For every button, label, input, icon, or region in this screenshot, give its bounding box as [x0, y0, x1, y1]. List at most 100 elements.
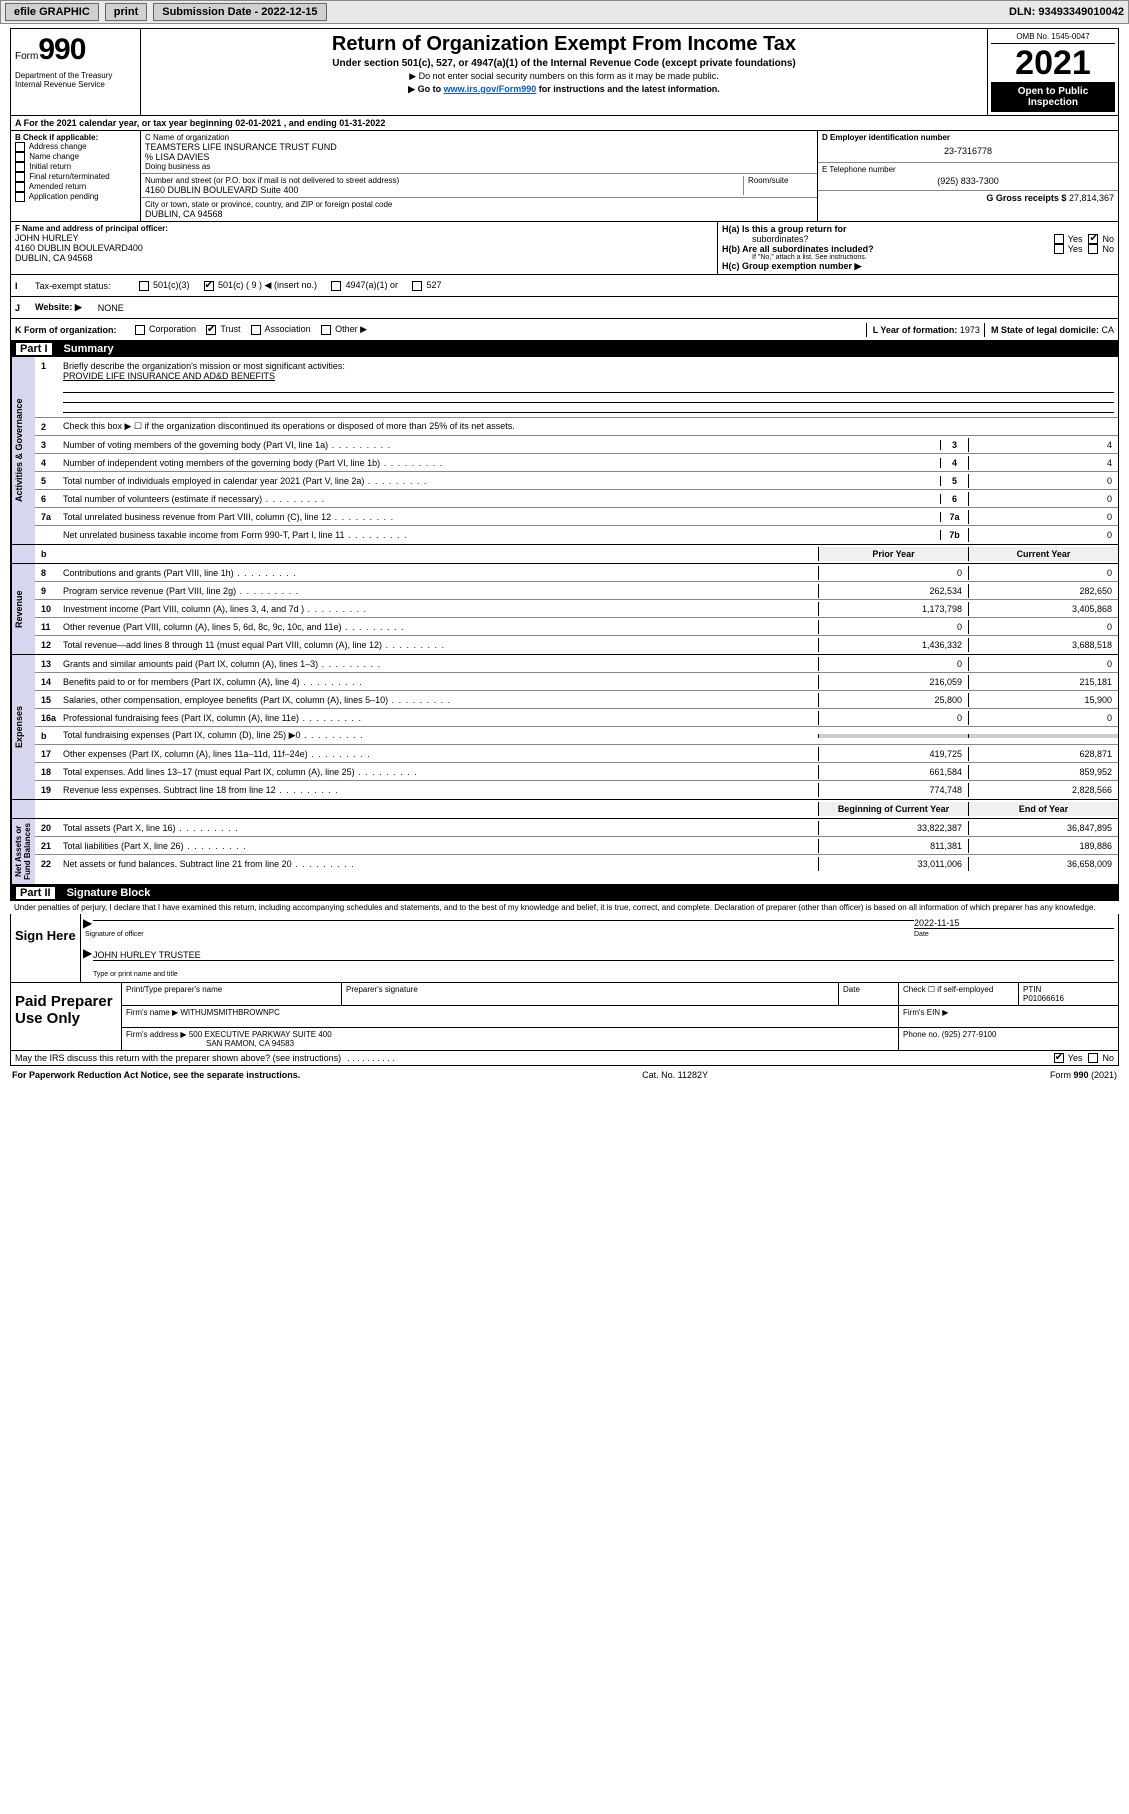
page-footer: For Paperwork Reduction Act Notice, see …: [10, 1066, 1119, 1084]
checkbox[interactable]: [331, 281, 341, 291]
expenses-section: Expenses 13Grants and similar amounts pa…: [10, 655, 1119, 800]
org-form-opt: Other ▶: [321, 324, 367, 335]
discuss-no-check[interactable]: [1088, 1053, 1098, 1063]
yes-lbl: Yes: [1068, 234, 1083, 244]
no-lbl-2: No: [1102, 244, 1114, 254]
ha-yes-check[interactable]: [1054, 234, 1064, 244]
revenue-side-label: Revenue: [11, 564, 35, 654]
tax-status-opt: 501(c) ( 9 ) ◀ (insert no.): [204, 280, 317, 291]
summary-line: 18Total expenses. Add lines 13–17 (must …: [35, 763, 1118, 781]
ha-no-check[interactable]: [1088, 234, 1098, 244]
hb-no-check[interactable]: [1088, 244, 1098, 254]
ha2-text: subordinates?: [752, 234, 809, 244]
ha-text: H(a) Is this a group return for: [722, 224, 847, 234]
checkbox[interactable]: [15, 192, 25, 202]
checkbox[interactable]: [15, 162, 25, 172]
q2-text: Check this box ▶ ☐ if the organization d…: [63, 421, 1118, 432]
hb-text: H(b) Are all subordinates included?: [722, 244, 874, 254]
part-i-title: Summary: [64, 343, 114, 355]
tax-status-opt: 501(c)(3): [139, 280, 190, 291]
firm-name-lbl: Firm's name ▶: [126, 1008, 178, 1017]
city-lbl: City or town, state or province, country…: [145, 200, 813, 209]
paid-preparer-block: Paid Preparer Use Only Print/Type prepar…: [11, 982, 1118, 1050]
org-form-opt: Trust: [206, 324, 241, 335]
tax-year: 2021: [991, 46, 1115, 80]
checkbox[interactable]: [204, 281, 214, 291]
firm-phone-lbl: Phone no.: [903, 1030, 939, 1039]
summary-line: 15Salaries, other compensation, employee…: [35, 691, 1118, 709]
part-i-header: Part I Summary: [10, 341, 1119, 357]
form-number: 990: [38, 33, 85, 67]
summary-line: 7aTotal unrelated business revenue from …: [35, 508, 1118, 526]
summary-line: 12Total revenue—add lines 8 through 11 (…: [35, 636, 1118, 654]
summary-line: 3Number of voting members of the governi…: [35, 436, 1118, 454]
summary-line: 11Other revenue (Part VIII, column (A), …: [35, 618, 1118, 636]
checkbox[interactable]: [15, 182, 25, 192]
open-to-public: Open to Public Inspection: [991, 82, 1115, 112]
box-c: C Name of organization TEAMSTERS LIFE IN…: [141, 131, 818, 221]
no-lbl: No: [1102, 234, 1114, 244]
firm-addr-lbl: Firm's address ▶: [126, 1030, 187, 1039]
checkbox[interactable]: [412, 281, 422, 291]
website-val: NONE: [94, 301, 128, 315]
toolbar: efile GRAPHIC print Submission Date - 20…: [0, 0, 1129, 24]
checkbox[interactable]: [206, 325, 216, 335]
phone-lbl: E Telephone number: [822, 165, 1114, 174]
addr-lbl: Number and street (or P.O. box if mail i…: [145, 176, 743, 185]
part-ii-title: Signature Block: [67, 887, 151, 899]
box-b: B Check if applicable: Address change Na…: [11, 131, 141, 221]
sig-date: 2022-11-15: [914, 918, 1114, 929]
submission-date-btn[interactable]: Submission Date - 2022-12-15: [153, 3, 326, 21]
checkbox[interactable]: [251, 325, 261, 335]
care-of: % LISA DAVIES: [145, 152, 813, 162]
checkbox[interactable]: [135, 325, 145, 335]
checkbox[interactable]: [321, 325, 331, 335]
tax-exempt-lbl: Tax-exempt status:: [31, 279, 115, 293]
discuss-yes: Yes: [1068, 1053, 1083, 1063]
irs-link[interactable]: www.irs.gov/Form990: [444, 84, 537, 94]
bcd-block: B Check if applicable: Address change Na…: [10, 131, 1119, 222]
ptin-hdr: PTIN: [1023, 985, 1114, 994]
netassets-hdr-row: Beginning of Current Year End of Year: [10, 800, 1119, 819]
hb-note: If "No," attach a list. See instructions…: [752, 254, 1114, 261]
ptin-val: P01066616: [1023, 994, 1114, 1003]
yes-lbl-2: Yes: [1068, 244, 1083, 254]
year-header-row: b Prior Year Current Year: [10, 545, 1119, 564]
summary-line: 5Total number of individuals employed in…: [35, 472, 1118, 490]
hb-yes-check[interactable]: [1054, 244, 1064, 254]
efile-btn[interactable]: efile GRAPHIC: [5, 3, 99, 21]
checkbox[interactable]: [15, 142, 25, 152]
summary-line: 19Revenue less expenses. Subtract line 1…: [35, 781, 1118, 799]
print-btn[interactable]: print: [105, 3, 147, 21]
footer-right: Form 990 (2021): [1050, 1070, 1117, 1080]
row-b-spacer: b: [35, 549, 63, 559]
discuss-no: No: [1102, 1053, 1114, 1063]
checkbox[interactable]: [139, 281, 149, 291]
part-i-lbl: Part I: [16, 343, 52, 355]
summary-line: 9Program service revenue (Part VIII, lin…: [35, 582, 1118, 600]
revenue-section: Revenue 8Contributions and grants (Part …: [10, 564, 1119, 655]
box-b-item: Amended return: [15, 182, 136, 192]
form-title: Return of Organization Exempt From Incom…: [149, 33, 979, 56]
gross-lbl: G Gross receipts $: [986, 193, 1066, 203]
netassets-side-label: Net Assets or Fund Balances: [11, 819, 35, 884]
checkbox[interactable]: [15, 172, 25, 182]
q2-num: 2: [35, 422, 63, 432]
part-ii-lbl: Part II: [16, 887, 55, 899]
officer-printed: JOHN HURLEY TRUSTEE: [93, 950, 201, 960]
form-link-line: ▶ Go to www.irs.gov/Form990 for instruct…: [149, 84, 979, 95]
paid-preparer-lbl: Paid Preparer Use Only: [11, 983, 121, 1050]
ein-lbl: D Employer identification number: [822, 133, 1114, 142]
summary-line: 22Net assets or fund balances. Subtract …: [35, 855, 1118, 873]
checkbox[interactable]: [15, 152, 25, 162]
governance-section: Activities & Governance 1 Briefly descri…: [10, 357, 1119, 545]
summary-line: 16aProfessional fundraising fees (Part I…: [35, 709, 1118, 727]
arrow-icon: ▶: [83, 916, 92, 930]
discuss-yes-check[interactable]: [1054, 1053, 1064, 1063]
period-line: A For the 2021 calendar year, or tax yea…: [10, 116, 1119, 131]
q1-text: Briefly describe the organization's miss…: [63, 361, 1114, 371]
firm-ein-lbl: Firm's EIN ▶: [898, 1006, 1118, 1027]
website-lbl: Website: ▶: [31, 300, 86, 315]
org-name: TEAMSTERS LIFE INSURANCE TRUST FUND: [145, 142, 813, 152]
may-discuss-row: May the IRS discuss this return with the…: [11, 1050, 1118, 1065]
